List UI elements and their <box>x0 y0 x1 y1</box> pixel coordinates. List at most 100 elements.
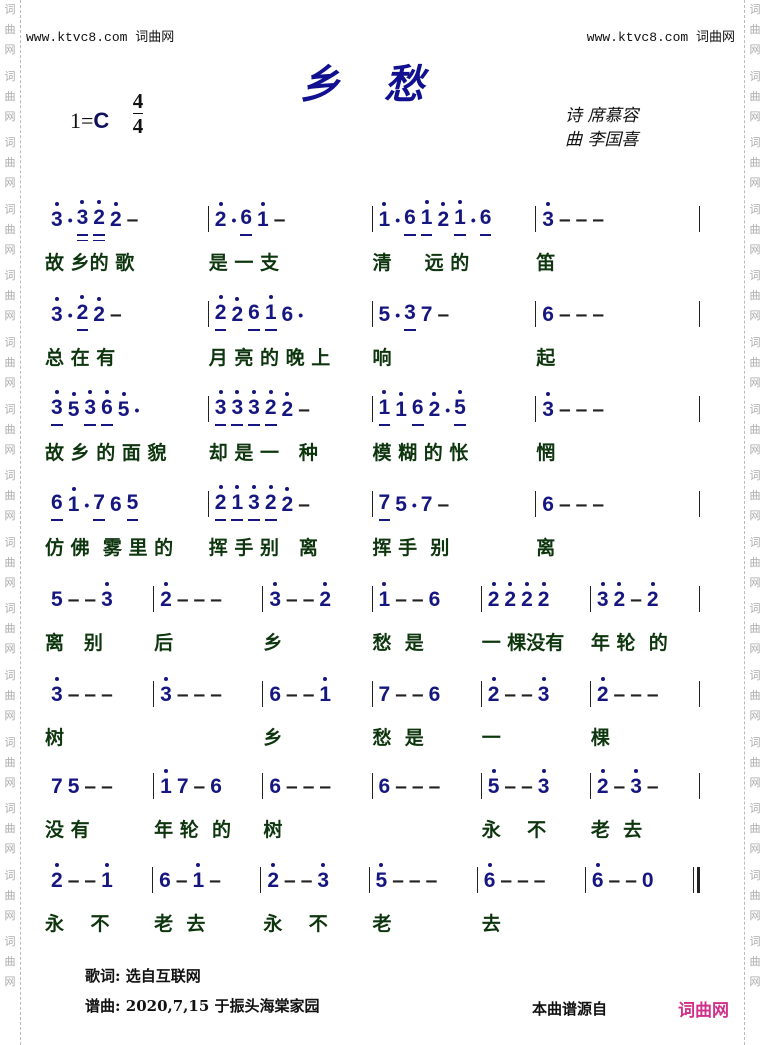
score-row: 7 5– –1 7–6 6– – –6– – –5– –3 2–3– 没 有年 轮 的树永 不老 去 <box>45 763 701 853</box>
lyric: 清 远 的 <box>372 252 470 274</box>
augmentation-dot: • <box>84 497 90 513</box>
note: 1 <box>379 202 390 236</box>
dash: – <box>395 683 407 706</box>
watermark-char: 词 <box>4 668 16 682</box>
note: 6 <box>281 303 294 326</box>
dash: – <box>592 303 604 326</box>
dash: – <box>395 588 407 611</box>
watermark-char: 曲 <box>4 622 16 636</box>
note: 6 <box>269 683 282 706</box>
watermark-char: 词 <box>4 735 16 749</box>
measure: 6 1 • 7 6 5 <box>45 487 208 521</box>
measure: 3 3 3 2 2– <box>209 390 372 426</box>
watermark-char: 网 <box>4 708 16 722</box>
dash: – <box>437 303 450 326</box>
dash: – <box>558 398 571 421</box>
watermark-char: 曲 <box>749 89 761 103</box>
note: 7 <box>51 775 63 798</box>
dash: – <box>302 683 315 706</box>
score-row: 2– –1 6–1–2– –3 5– – –6– – –6– –0 永 不老 去永 不老去 <box>45 857 701 947</box>
note: 2 <box>93 200 105 236</box>
watermark-char: 词 <box>749 469 761 483</box>
note: 6 <box>159 869 171 892</box>
score-row: 5– –3 2– – –3– –2 1– –6 2 2 2 2 3 2–2 离 别后乡愁 是一 棵没有年 轮… <box>45 576 701 666</box>
dash: – <box>608 869 621 892</box>
dash: – <box>411 588 424 611</box>
augmentation-dot: • <box>231 212 237 228</box>
watermark-char: 网 <box>4 109 16 123</box>
watermark-char: 曲 <box>749 289 761 303</box>
note: 6 <box>210 775 222 798</box>
barline <box>153 773 155 799</box>
dash: – <box>625 869 637 892</box>
notes-line: 3 • 2 2–2 2 6 1 6 • 5 • 3 7–6– – – <box>45 291 700 331</box>
dash: – <box>521 683 533 706</box>
measure: 3 • 3 2 2– <box>45 200 208 236</box>
watermark-char: 词 <box>4 202 16 216</box>
lyrics-line: 树乡愁 是一棵 <box>45 723 700 750</box>
watermark-char: 网 <box>4 975 16 989</box>
note: 1 <box>319 677 331 711</box>
dash: – <box>408 869 421 892</box>
dash: – <box>428 775 441 798</box>
site-watermark-left[interactable]: www.ktvc8.com 词曲网 <box>26 30 175 45</box>
watermark-char: 曲 <box>749 755 761 769</box>
barline <box>535 206 537 232</box>
watermark-char: 词 <box>749 136 761 150</box>
barline <box>207 396 209 422</box>
watermark-char: 词 <box>749 868 761 882</box>
note: 1 <box>395 392 407 426</box>
watermark-char: 曲 <box>749 955 761 969</box>
dash: – <box>411 683 424 706</box>
score-row: 6 1 • 7 6 5 2 1 3 2 2–7 5 • 7–6– – – 仿 佛 雾 里 的挥 手 别 离挥 手… <box>45 481 700 571</box>
lyric: 故 乡 的 面 貌 <box>45 442 167 464</box>
dash: – <box>613 683 626 706</box>
dash: – <box>175 869 188 892</box>
lyric: 老 去 <box>154 913 206 935</box>
lyric: 年 轮 的 <box>590 632 668 654</box>
dash: – <box>575 208 588 231</box>
note: 5 <box>51 588 63 611</box>
lyric: 年 轮 的 <box>154 819 232 841</box>
barline <box>476 867 478 893</box>
composer: 曲 李国喜 <box>565 130 639 150</box>
dash: – <box>500 869 513 892</box>
lyric: 老 去 <box>590 819 643 841</box>
measure: 2– – – <box>154 582 262 616</box>
watermark-char: 曲 <box>4 89 16 103</box>
site-watermark-right[interactable]: www.ktvc8.com 词曲网 <box>586 30 735 45</box>
augmentation-dot: • <box>395 212 401 228</box>
barline <box>371 586 373 612</box>
note: 2 <box>264 390 277 426</box>
lyric: 愁 是 <box>372 632 424 654</box>
note: 2 <box>319 582 331 616</box>
note: 2 <box>429 392 440 426</box>
measure: 2 2 6 1 6 • <box>209 295 372 331</box>
note: 1 <box>454 200 466 236</box>
lyric: 却 是 一 种 <box>208 442 318 464</box>
lyric: 总 在 有 <box>45 347 116 369</box>
watermark-char: 网 <box>4 375 16 389</box>
source-site-link[interactable]: 词曲网 <box>678 1001 729 1020</box>
watermark-char: 词 <box>4 3 16 16</box>
watermark-char: 曲 <box>749 222 761 236</box>
measure: 1– –6 <box>373 582 481 616</box>
watermark-strip-left: 词曲网词曲网词曲网词曲网词曲网词曲网词曲网词曲网词曲网词曲网词曲网词曲网词曲网词… <box>0 0 21 1045</box>
measure: 5– – – <box>370 863 477 897</box>
watermark-char: 网 <box>749 575 761 589</box>
note: 3 <box>51 677 63 711</box>
dash: – <box>646 683 659 706</box>
score-row: 3 • 3 2 2–2 • 6 1–1 • 6 1 2 1 • 6 3– – – 故 乡的 歌是 一 支清 远 的笛 <box>45 196 700 286</box>
lyric <box>154 723 263 750</box>
measure: 5 • 3 7– <box>373 300 536 331</box>
watermark-char: 词 <box>749 202 761 216</box>
dash: – <box>302 588 315 611</box>
dash: – <box>286 588 298 611</box>
lyrics-line: 总 在 有月 亮 的 晚 上响起 <box>45 343 700 370</box>
barline <box>699 586 701 612</box>
barline <box>535 396 537 422</box>
watermark-char: 曲 <box>4 822 16 836</box>
augmentation-dot: • <box>395 307 401 323</box>
note: 2 <box>488 582 499 616</box>
